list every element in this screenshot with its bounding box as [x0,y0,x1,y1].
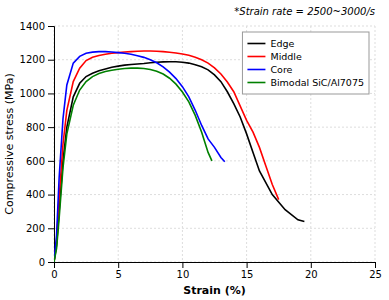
y-axis-title: Compressive stress (MPa) [3,73,16,214]
tick-mark [247,262,248,268]
y-axis: 0 200 400 600 800 1000 1200 1400 [20,21,55,268]
tick-label: 1000 [20,88,45,99]
legend-swatch [247,56,265,58]
tick-mark [375,262,376,268]
tick: 1000 [20,88,54,99]
tick: 800 [26,122,54,133]
tick: 20 [305,262,318,280]
tick: 1400 [20,21,54,32]
legend-label: Core [270,64,292,75]
tick-label: 15 [241,269,254,280]
axis-line [55,263,376,269]
legend-swatch [247,43,265,45]
tick-mark [48,60,54,61]
tick: 15 [241,262,254,280]
grid-line-x [118,26,119,262]
legend: Edge Middle Core Bimodal SiC/Al7075 [242,32,369,94]
tick-label: 0 [39,257,45,268]
tick-label: 10 [177,269,190,280]
tick-mark [311,262,312,268]
grid-line-y [54,228,375,229]
tick-mark [118,262,119,268]
tick: 10 [177,262,190,280]
legend-label: Middle [270,51,302,62]
x-axis: 0 5 10 15 20 25 [51,262,382,280]
tick-label: 5 [116,269,122,280]
chart-svg: 0 5 10 15 20 25 0 200 400 600 800 1000 1200 1400 Edge M… [0,0,389,300]
grid-line-y [54,194,375,195]
tick: 200 [26,223,54,234]
plot: 0 5 10 15 20 25 0 200 400 600 800 1000 1200 1400 Edge M… [20,21,382,280]
tick-label: 800 [26,122,45,133]
tick: 25 [369,262,382,280]
legend-swatch [247,82,265,84]
tick: 1200 [20,54,54,65]
grid-line-x [182,26,183,262]
tick: 400 [26,189,54,200]
tick-mark [48,161,54,162]
legend-swatch [247,69,265,71]
grid [54,26,375,262]
tick-mark [48,262,54,263]
tick-label: 600 [26,156,45,167]
tick-mark [182,262,183,268]
tick-mark [48,127,54,128]
tick-label: 400 [26,189,45,200]
tick-mark [48,26,54,27]
tick-mark [48,195,54,196]
chart: 0 5 10 15 20 25 0 200 400 600 800 1000 1200 1400 Edge M… [0,0,389,300]
legend-label: Edge [270,38,294,49]
x-axis-title: Strain (%) [183,284,246,297]
axis-line [48,27,55,263]
tick-label: 200 [26,223,45,234]
tick-label: 1400 [20,21,45,32]
tick: 0 [39,257,54,268]
tick: 600 [26,156,54,167]
tick-label: 25 [369,269,382,280]
tick-mark [48,228,54,229]
grid-line-y [54,26,375,27]
annotation: *Strain rate = 2500~3000/s [234,6,375,17]
series-line [54,52,225,262]
series-line [54,68,212,262]
grid-line-y [54,127,375,128]
tick-label: 1200 [20,54,45,65]
grid-line-y [54,160,375,161]
tick-label: 20 [305,269,318,280]
tick: 0 [51,262,57,280]
tick: 5 [116,262,122,280]
legend-label: Bimodal SiC/Al7075 [270,77,364,88]
tick-mark [48,93,54,94]
tick-label: 0 [51,269,57,280]
grid-line-x [375,26,376,262]
legend-box [242,32,369,94]
